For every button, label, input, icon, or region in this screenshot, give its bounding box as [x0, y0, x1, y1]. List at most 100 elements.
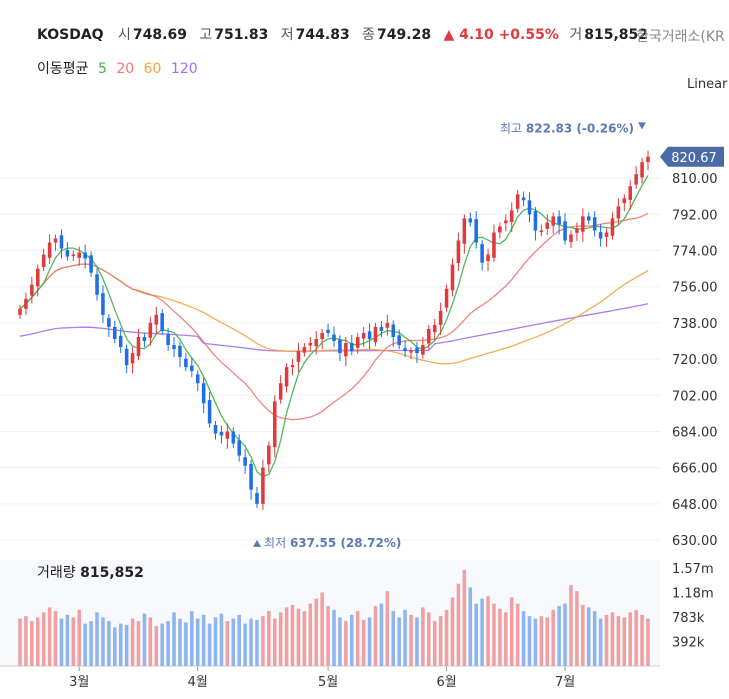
volume-bar	[391, 611, 396, 666]
volume-bar	[468, 587, 473, 666]
candle-body	[107, 318, 111, 327]
candle-body	[89, 255, 93, 273]
candle-body	[361, 332, 366, 339]
volume-bar	[190, 611, 194, 666]
volume-bar	[575, 591, 579, 666]
candle-body	[551, 216, 555, 226]
candle-body	[379, 326, 384, 331]
candle-body	[456, 240, 461, 264]
candle-body	[504, 220, 508, 224]
volume-bar	[95, 612, 99, 666]
candle-body	[278, 383, 283, 400]
candle-body	[450, 264, 455, 291]
volume-bar	[355, 611, 360, 666]
candle-body	[432, 324, 437, 333]
candle-body	[255, 492, 259, 504]
ma-legend[interactable]: 이동평균 5 20 60 120	[37, 58, 203, 78]
volume-bar	[344, 621, 348, 666]
volume-bar	[278, 612, 283, 666]
x-tick-label: 3월	[69, 675, 89, 690]
candle-body	[646, 156, 650, 163]
volume-bar	[361, 619, 366, 666]
volume-bar	[415, 617, 419, 666]
candle-body	[474, 219, 478, 243]
candle-body	[142, 336, 147, 342]
volume-bar	[592, 611, 597, 666]
scale-mode-toggle[interactable]: Linear	[687, 77, 728, 92]
candle-body	[231, 431, 236, 444]
candle-body	[320, 332, 324, 339]
candle-body	[545, 222, 550, 229]
volume-bar	[249, 618, 253, 666]
volume-bar	[438, 616, 443, 666]
volume-bar	[267, 611, 271, 666]
candle-body	[30, 284, 34, 296]
volume-bar	[569, 584, 573, 666]
volume-bar	[456, 583, 461, 666]
ma60-line	[19, 263, 649, 365]
volume-bar	[24, 616, 28, 666]
candle-body	[290, 365, 295, 368]
x-tick-label: 4월	[188, 675, 208, 690]
candle-body	[575, 228, 579, 233]
volume-bar	[533, 618, 538, 666]
candle-body	[332, 334, 336, 342]
volume-value: 815,852	[584, 27, 648, 43]
candle-body	[355, 336, 360, 348]
volume-bar	[296, 608, 301, 666]
last-price-label: 820.67	[671, 151, 717, 166]
volume-title: 거래량 815,852	[37, 562, 144, 582]
candle-body	[628, 186, 633, 200]
volume-bar	[527, 616, 532, 666]
candle-body	[427, 328, 431, 344]
high-annotation-value: 822.83 (-0.26%)	[526, 121, 634, 135]
volume-label: 거	[569, 27, 583, 43]
volume-bar	[586, 607, 591, 666]
candle-body	[201, 383, 206, 404]
volume-bar	[504, 612, 508, 666]
candle-body	[604, 232, 609, 237]
volume-bar	[521, 611, 526, 666]
volume-bar	[30, 621, 34, 666]
volume-tick-label: 783k	[672, 611, 705, 626]
volume-bar	[421, 607, 425, 666]
high-value: 751.83	[214, 27, 269, 43]
candle-body	[509, 210, 514, 223]
volume-bar	[509, 597, 514, 666]
ma-legend-label: 이동평균	[37, 61, 89, 77]
volume-bar	[314, 598, 319, 666]
volume-bar	[219, 613, 224, 666]
candle-body	[225, 431, 230, 439]
candle-body	[373, 326, 378, 343]
candle-body	[415, 347, 419, 354]
volume-bar	[432, 621, 437, 666]
candle-body	[172, 345, 176, 350]
volume-bar	[581, 604, 585, 666]
volume-bar	[59, 618, 64, 666]
low-value: 744.83	[295, 27, 350, 43]
volume-bar	[225, 621, 230, 666]
candle-body	[444, 288, 449, 308]
close-label: 종	[362, 27, 376, 43]
volume-bar	[338, 617, 342, 666]
volume-bar	[498, 608, 502, 666]
volume-bar	[308, 603, 313, 666]
volume-bar	[622, 617, 627, 666]
candle-body	[296, 351, 301, 362]
candle-body	[118, 335, 123, 348]
volume-bar	[101, 617, 105, 666]
candle-body	[213, 425, 218, 434]
candle-body	[421, 345, 425, 355]
volume-bar	[178, 618, 182, 666]
volume-bar	[261, 616, 265, 666]
exchange-name: 한국거래소(KR	[636, 29, 725, 45]
volume-bar	[166, 621, 170, 666]
volume-bar	[172, 612, 176, 666]
candle-body	[267, 445, 271, 465]
volume-bar	[444, 609, 449, 666]
candle-body	[184, 358, 188, 368]
volume-bar	[148, 617, 153, 666]
candle-body	[136, 336, 141, 357]
candle-body	[308, 343, 313, 346]
